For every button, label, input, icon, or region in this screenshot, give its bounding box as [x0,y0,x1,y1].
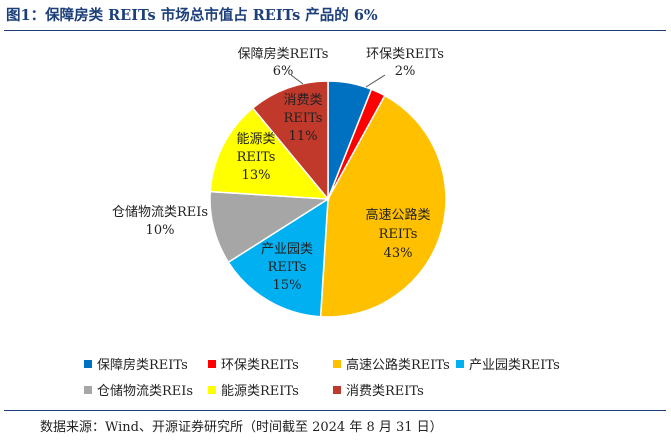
slice-data-label: 保障房类REITs 6% [238,46,329,79]
slice-data-label: 高速公路类 REITs 43% [365,207,430,261]
legend-item: 高速公路类REITs [333,354,450,373]
pie-slice [227,197,329,318]
legend-item: 保障房类REITs [84,354,188,373]
leader-line [290,74,304,85]
legend-label: 产业园类REITs [469,358,560,373]
pie-slice [209,107,330,200]
pie-slice [251,80,329,202]
pie-slice [319,94,447,318]
legend-item: 仓储物流类REIs [84,380,193,399]
leader-line [365,74,386,88]
legend-item: 能源类REITs [208,380,299,399]
legend-swatch [333,385,341,394]
legend-label: 保障房类REITs [97,358,188,373]
source-note: 数据来源：Wind、开源证券研究所（时间截至 2024 年 8 月 31 日） [40,420,443,435]
legend-item: 消费类REITs [333,380,424,399]
source-rule [4,410,666,411]
slice-data-label: 消费类 REITs 11% [283,93,322,144]
slice-data-label: 能源类 REITs 13% [236,132,275,183]
pie-slice [209,190,331,264]
legend-item: 环保类REITs [208,354,299,373]
legend-swatch [333,359,341,368]
legend-swatch [456,359,464,368]
legend-label: 仓储物流类REIs [97,384,194,399]
legend-swatch [208,385,216,394]
legend-item: 产业园类REITs [456,354,560,373]
legend-label: 能源类REITs [221,384,299,399]
legend-swatch [208,359,216,368]
title-rule [4,30,666,31]
figure-title: 图1：保障房类 REITs 市场总市值占 REITs 产品的 6% [6,7,378,24]
legend-label: 环保类REITs [221,358,299,373]
legend-label: 高速公路类REITs [346,358,450,373]
legend-swatch [84,385,92,394]
slice-data-label: 仓储物流类REIs 10% [112,205,208,238]
slice-data-label: 环保类REITs 2% [366,47,444,79]
pie-chart: 保障房类REITs 6% 环保类REITs 2% 高速公路类 REITs 43% 产业园类 RE… [112,46,447,318]
slice-data-label: 产业园类 REITs 15% [261,242,313,293]
legend-swatch [84,359,92,368]
legend-label: 消费类REITs [346,384,424,399]
